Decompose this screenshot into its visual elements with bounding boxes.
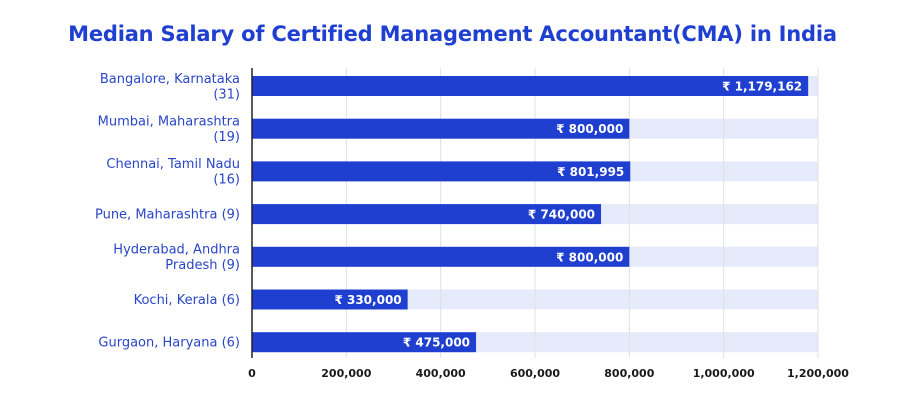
x-tick-label: 600,000	[510, 367, 560, 380]
data-label: ₹ 475,000	[403, 336, 470, 350]
chart-title: Median Salary of Certified Management Ac…	[68, 22, 837, 46]
x-tick-label: 800,000	[604, 367, 654, 380]
data-label: ₹ 740,000	[528, 208, 595, 222]
bar	[252, 204, 602, 225]
category-label: (31)	[213, 87, 240, 102]
bar	[252, 332, 477, 353]
category-label: Kochi, Kerala (6)	[134, 293, 240, 308]
bar	[252, 246, 630, 267]
category-label: Chennai, Tamil Nadu	[106, 157, 240, 172]
x-tick-label: 1,000,000	[693, 367, 755, 380]
x-tick-label: 0	[248, 367, 256, 380]
x-tick-label: 1,200,000	[787, 367, 849, 380]
bar	[252, 76, 809, 96]
category-label: (16)	[213, 173, 240, 188]
x-tick-label: 400,000	[416, 367, 466, 380]
data-label: ₹ 330,000	[334, 293, 401, 307]
category-label: Pune, Maharashtra (9)	[95, 208, 240, 223]
category-label: (19)	[213, 130, 240, 145]
data-label: ₹ 801,995	[557, 165, 624, 179]
x-tick-label: 200,000	[321, 367, 371, 380]
category-label: Hyderabad, Andhra	[113, 243, 240, 258]
data-label: ₹ 800,000	[556, 250, 623, 264]
bar	[252, 118, 630, 139]
category-label: Pradesh (9)	[165, 258, 240, 273]
category-label: Bangalore, Karnataka	[100, 72, 240, 87]
bar	[252, 161, 631, 182]
category-label: Mumbai, Maharashtra	[98, 114, 240, 129]
data-label: ₹ 800,000	[556, 122, 623, 136]
data-label: ₹ 1,179,162	[722, 80, 802, 94]
category-label: Gurgaon, Haryana (6)	[98, 336, 240, 351]
bar	[252, 289, 408, 310]
